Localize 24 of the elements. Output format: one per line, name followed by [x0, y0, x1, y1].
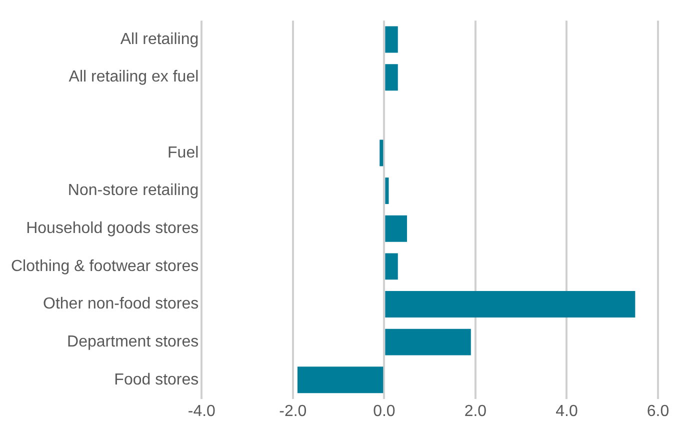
bar [385, 328, 471, 356]
bar [385, 291, 636, 318]
x-tick-label: 4.0 [556, 402, 578, 420]
y-tick-label: Household goods stores [26, 220, 199, 238]
bar [385, 26, 398, 53]
bar [385, 178, 389, 204]
x-tick-label: 0.0 [373, 402, 396, 420]
x-tick-label: 2.0 [464, 402, 487, 420]
x-tick-label: 6.0 [646, 402, 670, 420]
bar [385, 215, 408, 242]
bar [385, 64, 398, 91]
y-tick-label: All retailing ex fuel [68, 68, 199, 86]
x-tick-label: -4.0 [188, 402, 216, 420]
y-tick-label: Other non-food stores [43, 296, 199, 313]
y-tick-label: Non-store retailing [68, 182, 199, 200]
y-tick-label: Fuel [168, 144, 199, 162]
x-tick-label: -2.0 [279, 402, 307, 420]
bar [380, 140, 384, 166]
y-tick-label: Food stores [114, 371, 199, 388]
bar [297, 366, 384, 394]
bar [385, 253, 398, 280]
y-tick-label: All retailing [120, 30, 199, 48]
y-tick-label: Clothing & footwear stores [10, 258, 199, 275]
y-tick-label: Department stores [67, 333, 199, 350]
